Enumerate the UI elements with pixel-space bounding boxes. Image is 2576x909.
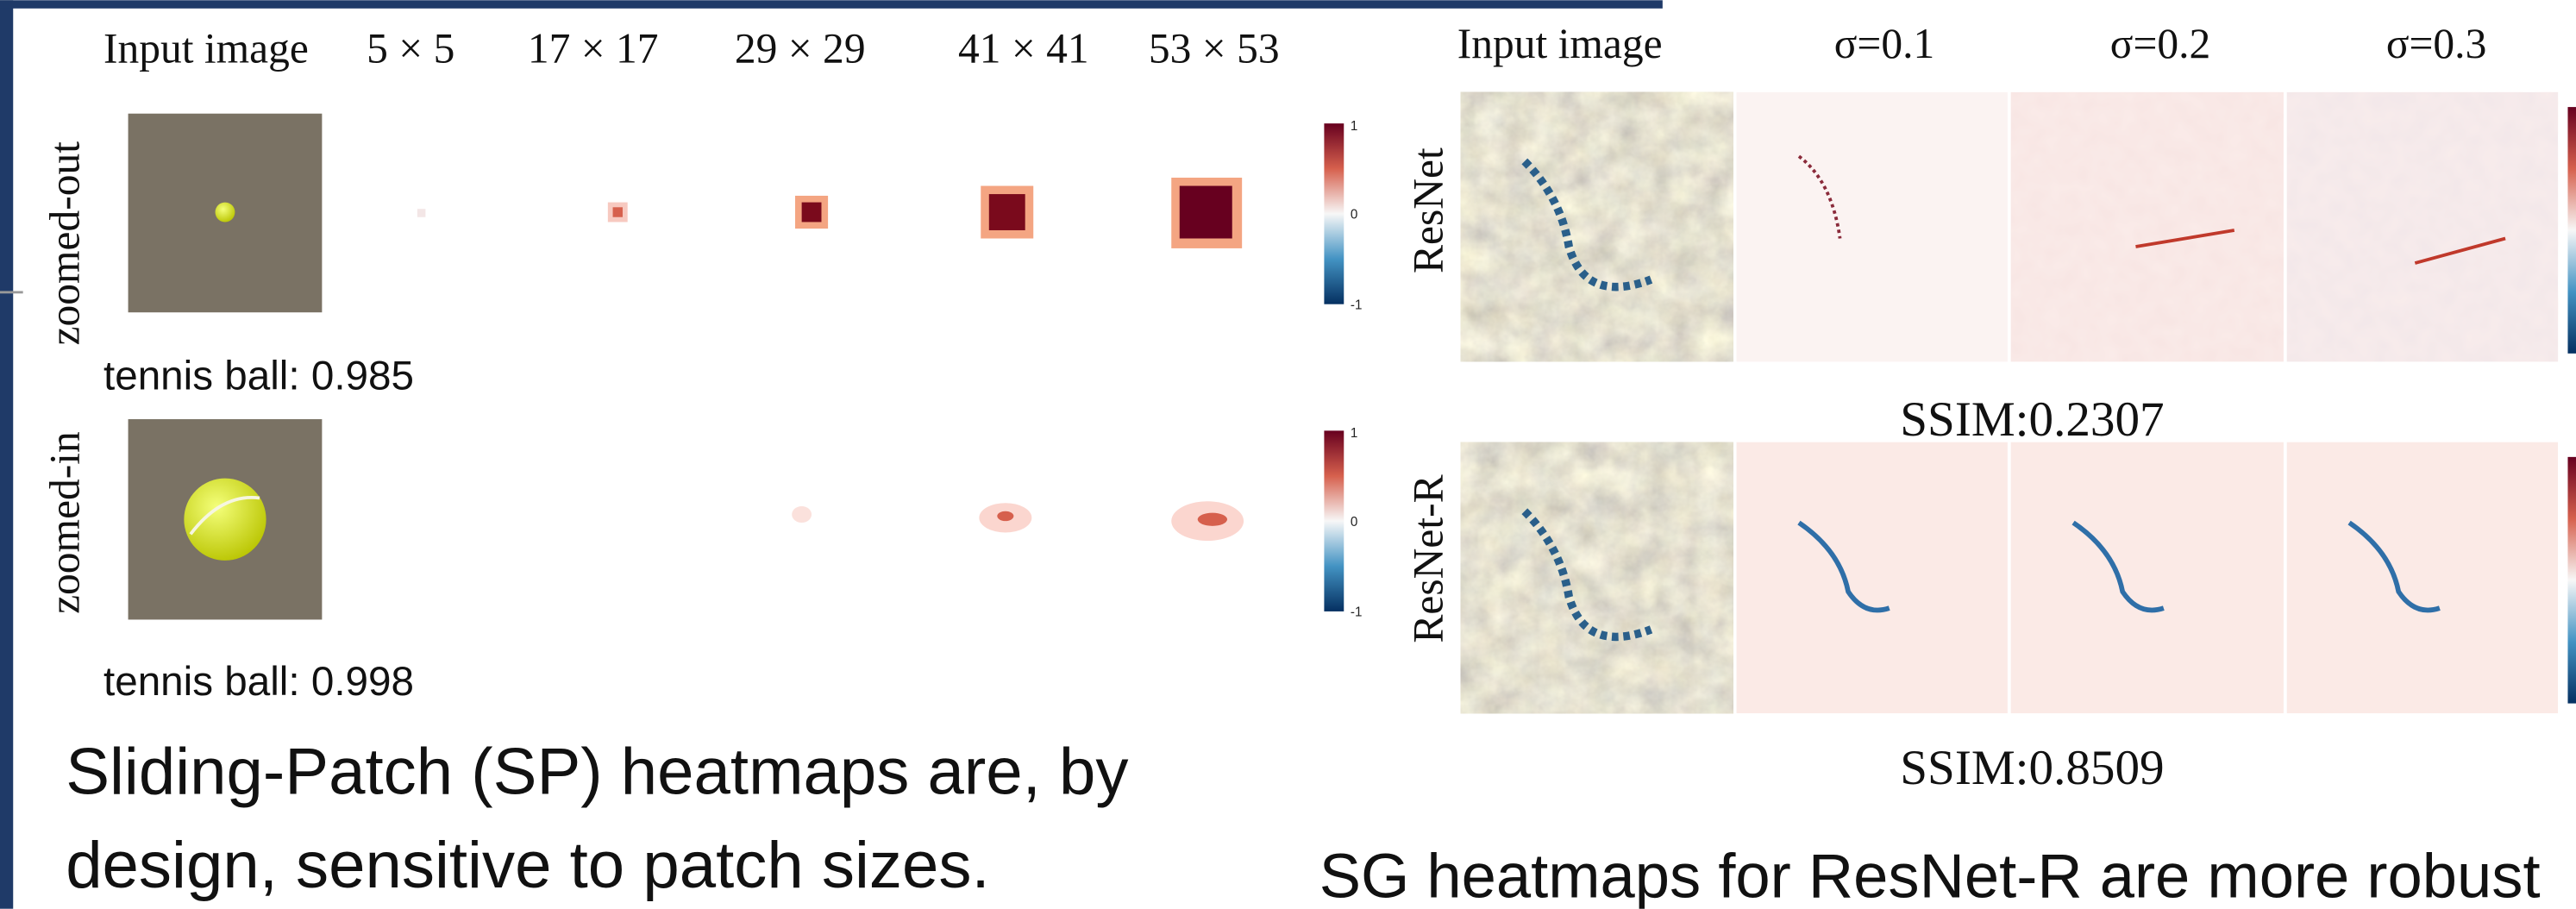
colorbar (2567, 107, 2576, 354)
panel-border (0, 0, 13, 908)
colorbar (2567, 457, 2576, 704)
prediction: tennis ball: 0.985 (103, 354, 414, 399)
caption: Sliding-Patch (SP) heatmaps are, by (66, 735, 1128, 808)
row-label: ResNet (1405, 147, 1452, 273)
heatmap-patch (613, 207, 623, 216)
row-label: zoomed-out (41, 141, 88, 346)
ssim: SSIM:0.8509 (1900, 741, 2164, 795)
column-header: Input image (1457, 20, 1663, 67)
column-header: σ=0.3 (2386, 20, 2487, 67)
heatmaps-zoomed-in (792, 501, 1244, 541)
heatmap-noise (2011, 92, 2284, 361)
colorbar (1324, 123, 1344, 304)
poster: Input image 5 × 5 17 × 17 29 × 29 41 × 4… (0, 0, 2576, 909)
heatmaps-zoomed-out (417, 178, 1242, 248)
colorbar-tick: 1 (1351, 426, 1357, 441)
body: {"left_panel": { "column_headers": ["Inp… (0, 0, 2576, 909)
column-header: 29 × 29 (735, 25, 866, 72)
right-panel: Input image σ=0.1 σ=0.2 σ=0.3 ResNet Res… (1319, 20, 2576, 909)
column-header: 17 × 17 (528, 25, 659, 72)
column-header: σ=0.1 (1834, 20, 1935, 67)
heatmap-blob (792, 506, 812, 523)
caption: design, sensitive to patch sizes. (66, 829, 989, 902)
column-header: 41 × 41 (958, 25, 1089, 72)
heatmap-noise (2287, 92, 2558, 361)
colorbar-tick: 1 (1351, 119, 1357, 134)
colorbar-tick: 0 (1351, 515, 1357, 530)
prediction: tennis ball: 0.998 (103, 659, 414, 705)
ssim: SSIM:0.2307 (1900, 392, 2164, 447)
colorbar-tick: -1 (1351, 298, 1363, 312)
heatmap-patch (802, 203, 822, 223)
colorbar-tick: 0 (1351, 208, 1357, 223)
tennis-ball (184, 479, 266, 561)
column-header: 53 × 53 (1149, 25, 1280, 72)
heatmap-patch (989, 194, 1025, 230)
sg-heatmap (1737, 92, 2008, 361)
heatmap-blob (997, 511, 1013, 521)
colorbar-tick: -1 (1351, 605, 1363, 620)
input-image (1461, 92, 1733, 361)
column-header: σ=0.2 (2110, 20, 2211, 67)
sg-heatmap (2011, 442, 2284, 713)
sg-heatmap (2287, 442, 2558, 713)
heatmap-blob (1198, 513, 1227, 526)
row-label: ResNet-R (1405, 474, 1452, 643)
row-label: zoomed-in (41, 431, 88, 614)
column-header: 5 × 5 (367, 25, 454, 72)
sg-heatmap (1737, 442, 2008, 713)
caption: SG heatmaps for ResNet-R are more robust (1319, 841, 2541, 909)
panel-border (0, 0, 1663, 9)
heatmap-patch (1180, 186, 1232, 239)
heatmap-patch (417, 209, 426, 217)
input-image (1461, 442, 1733, 713)
page: html, body { margin: 0; padding: 0; back… (0, 0, 2576, 909)
tennis-ball (216, 203, 235, 223)
divider (0, 291, 23, 293)
column-header: Input image (103, 25, 309, 72)
colorbar (1324, 430, 1344, 611)
